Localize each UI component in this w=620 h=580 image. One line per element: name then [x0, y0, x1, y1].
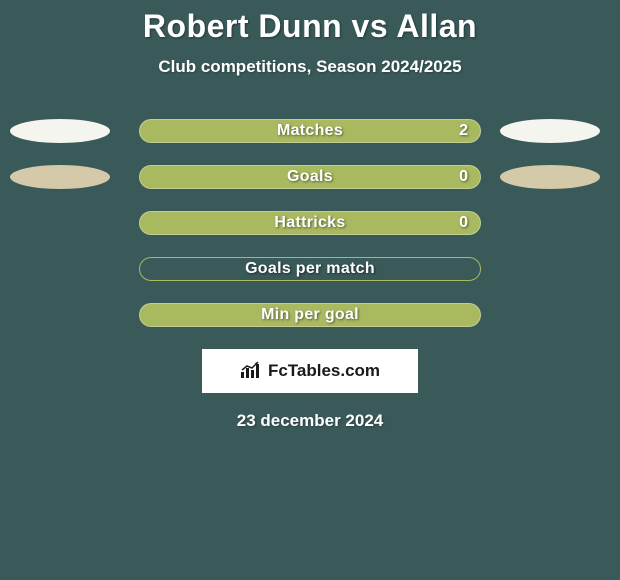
- right-ellipse: [500, 165, 600, 189]
- date-text: 23 december 2024: [0, 411, 620, 431]
- stat-row: Goals per match: [0, 257, 620, 281]
- stat-value: 2: [459, 122, 468, 140]
- stat-bar: Min per goal: [139, 303, 481, 327]
- page-subtitle: Club competitions, Season 2024/2025: [0, 57, 620, 77]
- logo-box[interactable]: FcTables.com: [202, 349, 418, 393]
- stat-bar: Matches 2: [139, 119, 481, 143]
- stat-value: 0: [459, 214, 468, 232]
- stat-label: Hattricks: [274, 214, 345, 232]
- stat-value: 0: [459, 168, 468, 186]
- right-ellipse: [500, 119, 600, 143]
- stat-label: Goals per match: [245, 260, 375, 278]
- left-ellipse: [10, 119, 110, 143]
- stat-row: Hattricks 0: [0, 211, 620, 235]
- stat-bar: Hattricks 0: [139, 211, 481, 235]
- stat-label: Matches: [277, 122, 343, 140]
- stats-container: Robert Dunn vs Allan Club competitions, …: [0, 0, 620, 431]
- left-ellipse: [10, 165, 110, 189]
- stats-rows: Matches 2 Goals 0 Hattricks 0 Goals per match M…: [0, 119, 620, 327]
- stat-row: Min per goal: [0, 303, 620, 327]
- logo-text: FcTables.com: [268, 361, 380, 381]
- chart-icon: [240, 359, 262, 384]
- stat-bar: Goals 0: [139, 165, 481, 189]
- page-title: Robert Dunn vs Allan: [0, 8, 620, 45]
- stat-row: Goals 0: [0, 165, 620, 189]
- stat-bar: Goals per match: [139, 257, 481, 281]
- stat-row: Matches 2: [0, 119, 620, 143]
- stat-label: Goals: [287, 168, 333, 186]
- stat-label: Min per goal: [261, 306, 359, 324]
